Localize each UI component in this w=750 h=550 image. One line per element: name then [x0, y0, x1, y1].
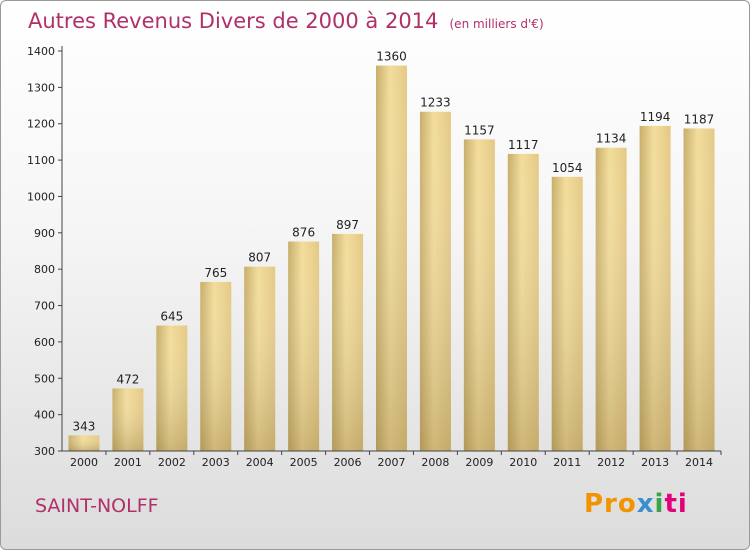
y-tick-label-1000: 1000	[27, 190, 55, 203]
chart-title: Autres Revenus Divers de 2000 à 2014 (en…	[28, 9, 544, 33]
bar-shade-2011	[551, 176, 583, 451]
y-tick-label-1200: 1200	[27, 118, 55, 131]
bar-shade-2001	[112, 388, 144, 451]
bars-group: 343 472 645 765 807 876 897 1360 1233 1157 1117 105…	[68, 50, 715, 452]
bar-shade-2010	[507, 153, 539, 451]
bar-shade-2002	[156, 325, 188, 451]
bar-shade-2006	[332, 233, 364, 451]
bar-shade-2007	[376, 65, 407, 451]
bar-shade-2012	[595, 147, 627, 451]
y-tick-label-600: 600	[34, 336, 55, 349]
y-tick-label-1400: 1400	[27, 45, 55, 58]
data-label-2007: 1360	[376, 50, 407, 64]
x-tick-label-2001: 2001	[114, 456, 142, 469]
x-tick-label-2003: 2003	[202, 456, 230, 469]
x-tick-label-2000: 2000	[70, 456, 98, 469]
bar-shade-2003	[200, 281, 232, 451]
x-tick-label-2012: 2012	[597, 456, 625, 469]
location-label: SAINT-NOLFF	[35, 495, 159, 517]
bar-shade-2004	[244, 266, 276, 451]
logo-part-ti: ti	[664, 489, 688, 519]
data-label-2000: 343	[73, 419, 96, 433]
data-label-2011: 1054	[552, 161, 583, 175]
bar-shade-2005	[288, 241, 320, 451]
y-tick-label-1300: 1300	[27, 81, 55, 94]
data-label-2005: 876	[292, 226, 315, 240]
logo-part-x: x	[636, 489, 655, 519]
bar-shade-2013	[639, 125, 671, 451]
data-label-2003: 765	[204, 266, 227, 280]
x-tick-label-2013: 2013	[641, 456, 669, 469]
proxiti-logo[interactable]: Proxiti	[584, 489, 688, 519]
y-tick-label-700: 700	[34, 300, 55, 313]
data-label-2006: 897	[336, 218, 359, 232]
x-tick-label-2007: 2007	[378, 456, 406, 469]
x-tick-label-2002: 2002	[158, 456, 186, 469]
x-tick-label-2008: 2008	[421, 456, 449, 469]
data-label-2012: 1134	[596, 132, 627, 146]
data-label-2010: 1117	[508, 138, 539, 152]
data-label-2014: 1187	[684, 112, 715, 126]
x-tick-label-2006: 2006	[334, 456, 362, 469]
data-label-2002: 645	[160, 310, 183, 324]
x-tick-label-2014: 2014	[685, 456, 713, 469]
x-tick-label-2004: 2004	[246, 456, 274, 469]
logo-part-i: i	[654, 489, 665, 519]
y-tick-label-800: 800	[34, 263, 55, 276]
bar-shade-2009	[463, 139, 495, 451]
title-unit: (en milliers d'€)	[449, 17, 544, 31]
bar-shade-2014	[683, 128, 715, 452]
axes-group: 2000 2001 2002 2003 2004 2005 2006 2007 2008 2009…	[27, 45, 722, 469]
x-tick-label-2009: 2009	[465, 456, 493, 469]
y-tick-label-900: 900	[34, 227, 55, 240]
title-main: Autres Revenus Divers de 2000 à 2014	[28, 9, 439, 33]
y-tick-label-500: 500	[34, 372, 55, 385]
logo-part-pro: Pro	[584, 489, 637, 519]
data-label-2008: 1233	[420, 96, 451, 110]
bar-shade-2008	[419, 111, 451, 452]
data-label-2013: 1194	[640, 110, 671, 124]
x-tick-label-2005: 2005	[290, 456, 318, 469]
x-tick-label-2011: 2011	[553, 456, 581, 469]
x-tick-label-2010: 2010	[509, 456, 537, 469]
bar-shade-2000	[68, 435, 100, 451]
data-label-2001: 472	[116, 372, 139, 386]
data-label-2009: 1157	[464, 123, 495, 137]
data-label-2004: 807	[248, 251, 271, 265]
y-tick-label-400: 400	[34, 409, 55, 422]
y-tick-label-300: 300	[34, 445, 55, 458]
y-tick-label-1100: 1100	[27, 154, 55, 167]
